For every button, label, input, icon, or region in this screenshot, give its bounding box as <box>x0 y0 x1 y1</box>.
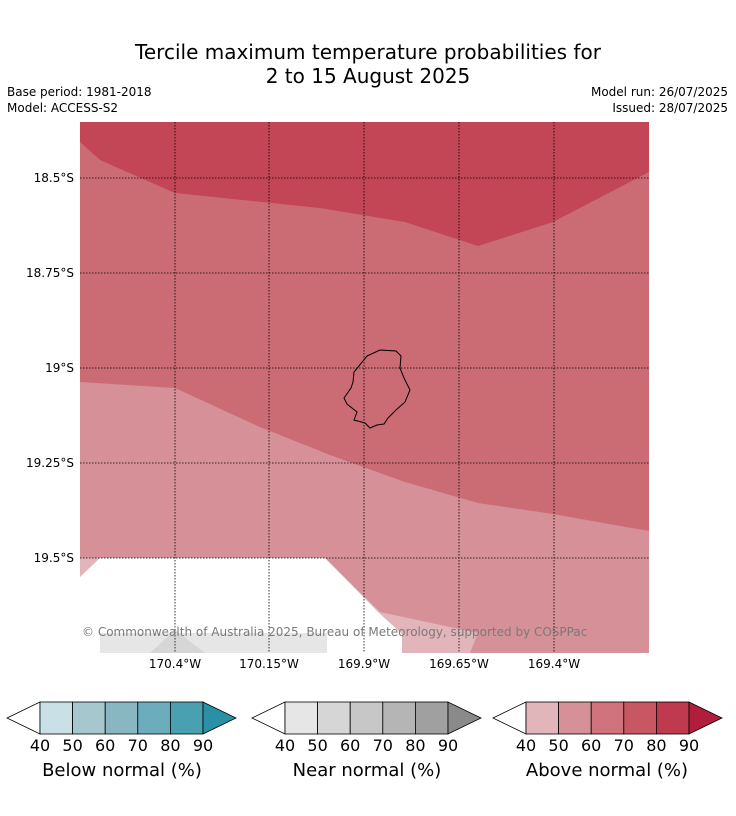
legend-near-high-extension <box>447 701 482 735</box>
legend-near-segment <box>284 701 318 735</box>
lat-label-2: 18.75°S <box>26 266 74 280</box>
legend-below-segment <box>39 701 73 735</box>
legend-near-segment <box>317 701 351 735</box>
legend-bars <box>6 701 723 735</box>
legend-near-segment <box>414 701 449 735</box>
legend-above-tick: 40 <box>515 736 537 755</box>
base-period: Base period: 1981-2018 <box>7 85 152 99</box>
lon-label-4: 169.65°W <box>429 657 489 671</box>
legend-above-caption: Above normal (%) <box>525 760 689 781</box>
legend-above-segment <box>623 701 657 735</box>
island-coastline <box>343 349 411 429</box>
legend-near-tick: 90 <box>437 736 459 755</box>
region-near-normal-dark <box>150 630 205 653</box>
legend-below-segment <box>169 701 204 735</box>
lat-label-5: 19.5°S <box>33 551 74 565</box>
legend-near-tick: 70 <box>372 736 393 755</box>
legend-near-segment <box>349 701 384 735</box>
map-area <box>80 122 649 653</box>
legend-near-caption: Near normal (%) <box>292 760 442 781</box>
lon-label-5: 169.4°W <box>527 657 581 671</box>
legend-near-tick: 40 <box>274 736 296 755</box>
region-white <box>80 558 402 653</box>
lat-label-4: 19.25°S <box>26 456 74 470</box>
lon-label-2: 170.15°W <box>239 657 299 671</box>
legend-near-tick: 50 <box>307 736 328 755</box>
legend-below-high-extension <box>202 701 237 735</box>
legend-above-tick: 90 <box>678 736 700 755</box>
lon-label-1: 170.4°W <box>148 657 202 671</box>
issued-date: Issued: 28/07/2025 <box>612 101 728 115</box>
copyright-notice: © Commonwealth of Australia 2025, Bureau… <box>82 625 588 639</box>
legend-above-low-extension <box>492 701 527 735</box>
model-name: Model: ACCESS-S2 <box>7 101 119 115</box>
model-run: Model run: 26/07/2025 <box>590 85 728 99</box>
legend-near-tick: 80 <box>405 736 426 755</box>
legend-below-tick: 50 <box>62 736 83 755</box>
legend-above-high-extension <box>688 701 723 735</box>
legend-below-tick: 70 <box>127 736 148 755</box>
title-line-2: 2 to 15 August 2025 <box>265 64 471 88</box>
legend-above-segment <box>656 701 690 735</box>
legend-near-segment <box>382 701 416 735</box>
lat-label-1: 18.5°S <box>33 171 74 185</box>
legend-near-tick: 60 <box>340 736 361 755</box>
legend-below-low-extension <box>6 701 41 735</box>
title-line-1: Tercile maximum temperature probabilitie… <box>135 40 601 64</box>
legend-below-segment <box>72 701 106 735</box>
legend-above-tick: 50 <box>548 736 569 755</box>
legend-below-tick: 90 <box>192 736 214 755</box>
legend-above-segment <box>525 701 559 735</box>
legend-below-segment <box>137 701 171 735</box>
legend-above-tick: 70 <box>613 736 634 755</box>
legend-below-tick: 80 <box>160 736 181 755</box>
legend-below-caption: Below normal (%) <box>42 760 202 781</box>
legend-near-low-extension <box>251 701 286 735</box>
legend-above-tick: 80 <box>646 736 667 755</box>
legend-above-segment <box>558 701 592 735</box>
gridlines <box>80 122 649 653</box>
legend-below-segment <box>104 701 139 735</box>
region-above-80 <box>80 122 649 246</box>
legend-below-tick: 40 <box>29 736 51 755</box>
lat-label-3: 19°S <box>45 361 74 375</box>
lon-label-3: 169.9°W <box>337 657 391 671</box>
legend-below-tick: 60 <box>95 736 116 755</box>
legend-above-segment <box>590 701 625 735</box>
legend-above-tick: 60 <box>581 736 602 755</box>
